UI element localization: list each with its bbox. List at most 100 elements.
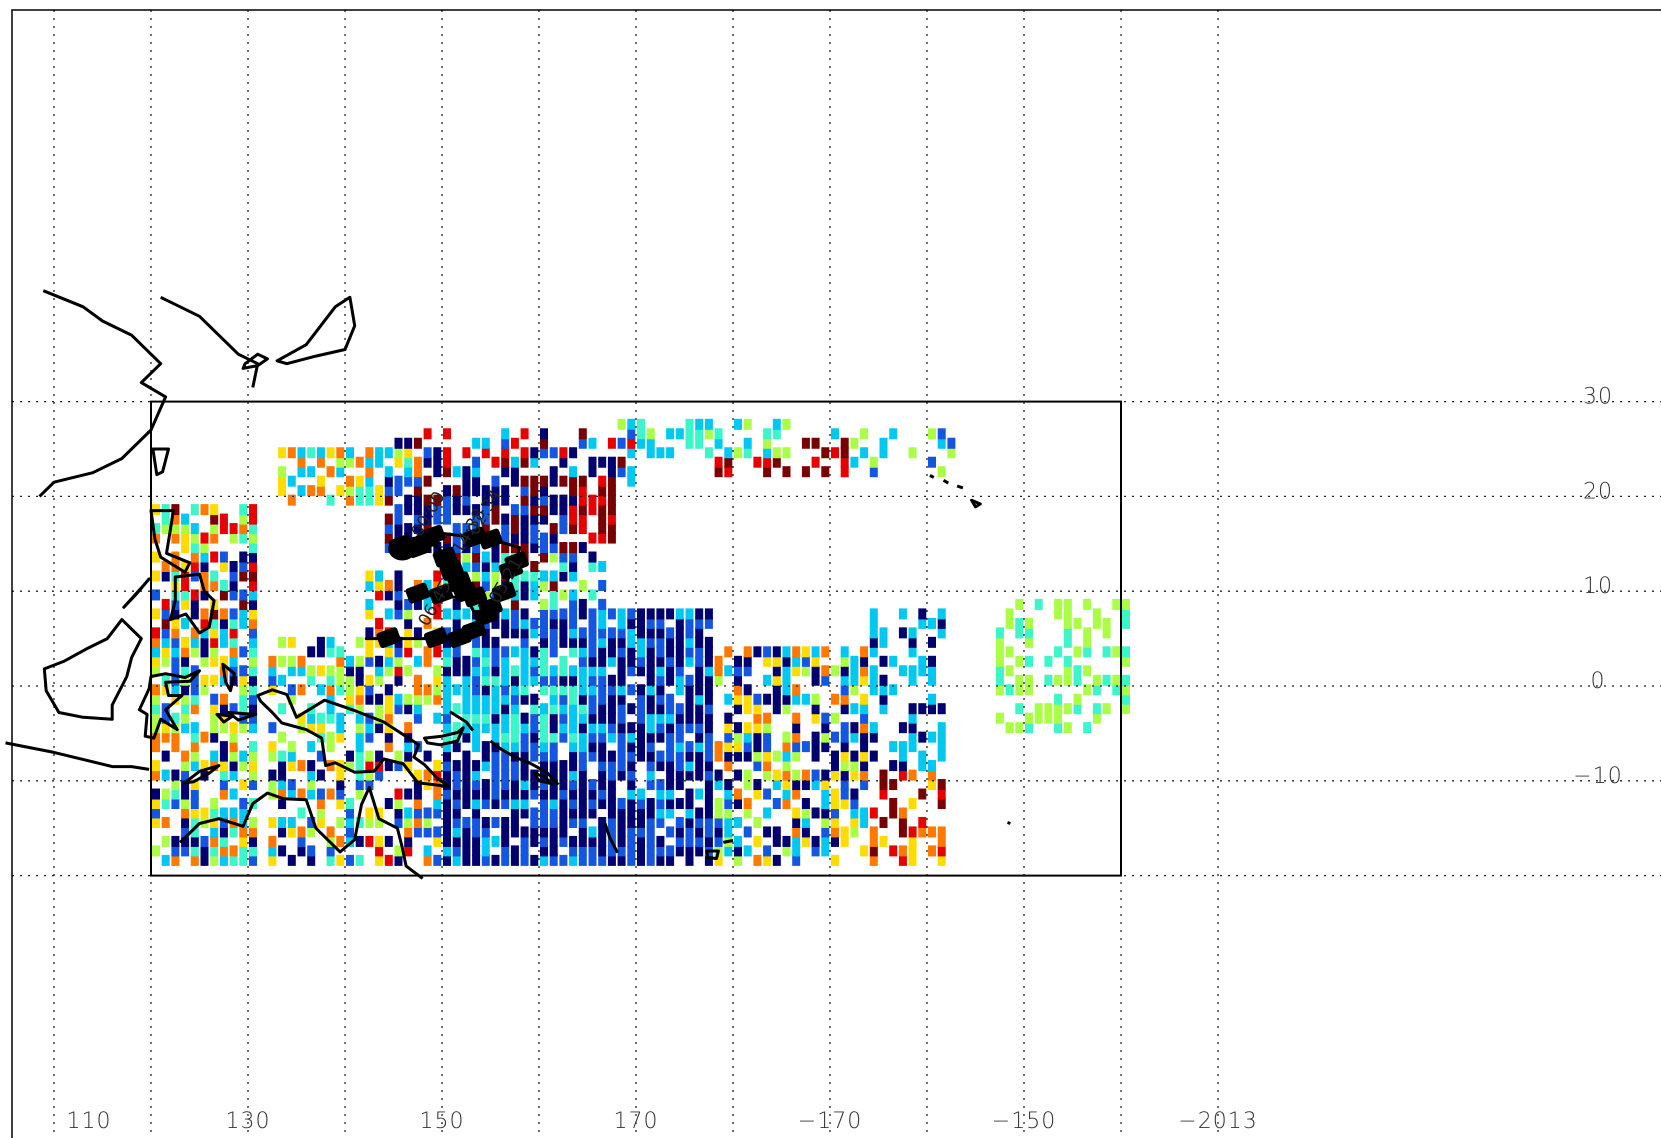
grid-cell <box>637 646 645 658</box>
grid-cell <box>898 608 907 620</box>
grid-cell <box>675 703 684 715</box>
grid-cell <box>190 722 199 734</box>
track-marker <box>478 596 503 618</box>
grid-cell <box>831 788 839 800</box>
grid-cell <box>278 769 287 781</box>
grid-cell <box>908 712 917 724</box>
grid-cell <box>491 798 500 809</box>
grid-cell <box>229 646 238 658</box>
grid-cell <box>598 579 607 591</box>
grid-cell <box>627 741 636 753</box>
grid-cell <box>734 665 742 677</box>
grid-cell <box>869 674 878 686</box>
grid-cell <box>510 456 519 468</box>
grid-cell <box>734 703 742 715</box>
grid-cell <box>937 703 946 715</box>
grid-cell <box>268 779 277 791</box>
grid-cell <box>772 674 781 686</box>
grid-cell <box>869 845 878 857</box>
grid-cell <box>1025 617 1033 629</box>
grid-cell <box>171 636 180 648</box>
grid-cell <box>355 854 364 866</box>
grid-cell <box>928 693 936 705</box>
grid-cell <box>598 845 607 857</box>
grid-cell <box>918 788 927 800</box>
grid-cell <box>394 513 403 525</box>
grid-cell <box>365 674 374 686</box>
grid-cell <box>501 722 510 734</box>
grid-cell <box>743 703 752 715</box>
grid-cell <box>452 485 461 497</box>
grid-cell <box>355 816 364 828</box>
grid-cell <box>1112 646 1121 658</box>
coastline-mindanao-visayas <box>168 572 216 635</box>
grid-cell <box>869 807 878 819</box>
grid-cell <box>617 466 626 478</box>
grid-cell <box>530 542 539 554</box>
grid-cell <box>326 826 335 838</box>
grid-cell <box>433 769 442 781</box>
grid-cell <box>491 769 500 781</box>
grid-cell <box>249 561 257 572</box>
grid-cell <box>152 646 160 658</box>
grid-cell <box>481 760 490 772</box>
grid-cell <box>860 722 869 734</box>
grid-cell <box>578 712 587 724</box>
grid-cell <box>1034 712 1043 724</box>
grid-cell <box>549 466 558 478</box>
grid-cell <box>578 684 587 696</box>
grid-cell <box>443 741 451 753</box>
grid-cell <box>249 589 257 601</box>
grid-cell <box>249 523 257 535</box>
grid-cell <box>375 693 384 705</box>
grid-cell <box>443 504 451 516</box>
grid-cell <box>249 693 257 705</box>
grid-cell <box>249 570 257 582</box>
grid-cell <box>520 542 529 554</box>
grid-cell <box>190 807 199 819</box>
track-marker <box>453 581 478 603</box>
grid-cell <box>161 627 170 639</box>
grid-cell <box>588 646 597 658</box>
grid-cell <box>801 655 810 667</box>
grid-cell <box>549 854 558 866</box>
grid-cell <box>734 447 742 459</box>
grid-cell <box>743 437 752 449</box>
grid-cell <box>734 418 742 430</box>
grid-cell <box>840 655 849 667</box>
grid-cell <box>540 741 548 753</box>
grid-cell <box>578 485 587 497</box>
grid-cell <box>413 684 422 696</box>
grid-cell <box>724 731 733 743</box>
grid-cell <box>481 674 490 686</box>
grid-cell <box>559 617 568 629</box>
grid-cell <box>607 513 616 525</box>
grid-cell <box>452 798 461 809</box>
grid-cell <box>782 750 791 762</box>
grid-cell <box>646 845 655 857</box>
grid-cell <box>588 551 597 563</box>
grid-cell <box>860 712 869 724</box>
grid-cell <box>278 760 287 772</box>
grid-cell <box>520 504 529 516</box>
grid-cell <box>452 722 461 734</box>
grid-cell <box>481 494 490 506</box>
grid-cell <box>423 504 432 516</box>
grid-cell <box>714 826 723 838</box>
grid-cell <box>413 712 422 724</box>
grid-cell <box>491 731 500 743</box>
grid-cell <box>695 608 704 620</box>
grid-cell <box>646 731 655 743</box>
grid-cell <box>219 854 228 866</box>
grid-cell <box>801 769 810 781</box>
grid-cell <box>792 854 801 866</box>
grid-cell <box>413 807 422 819</box>
grid-cell <box>190 636 199 648</box>
grid-cell <box>743 807 752 819</box>
grid-cell <box>627 428 636 440</box>
grid-cell <box>831 807 839 819</box>
grid-cell <box>578 428 587 440</box>
grid-cell <box>578 779 587 791</box>
grid-cell <box>714 674 723 686</box>
grid-cell <box>491 693 500 705</box>
